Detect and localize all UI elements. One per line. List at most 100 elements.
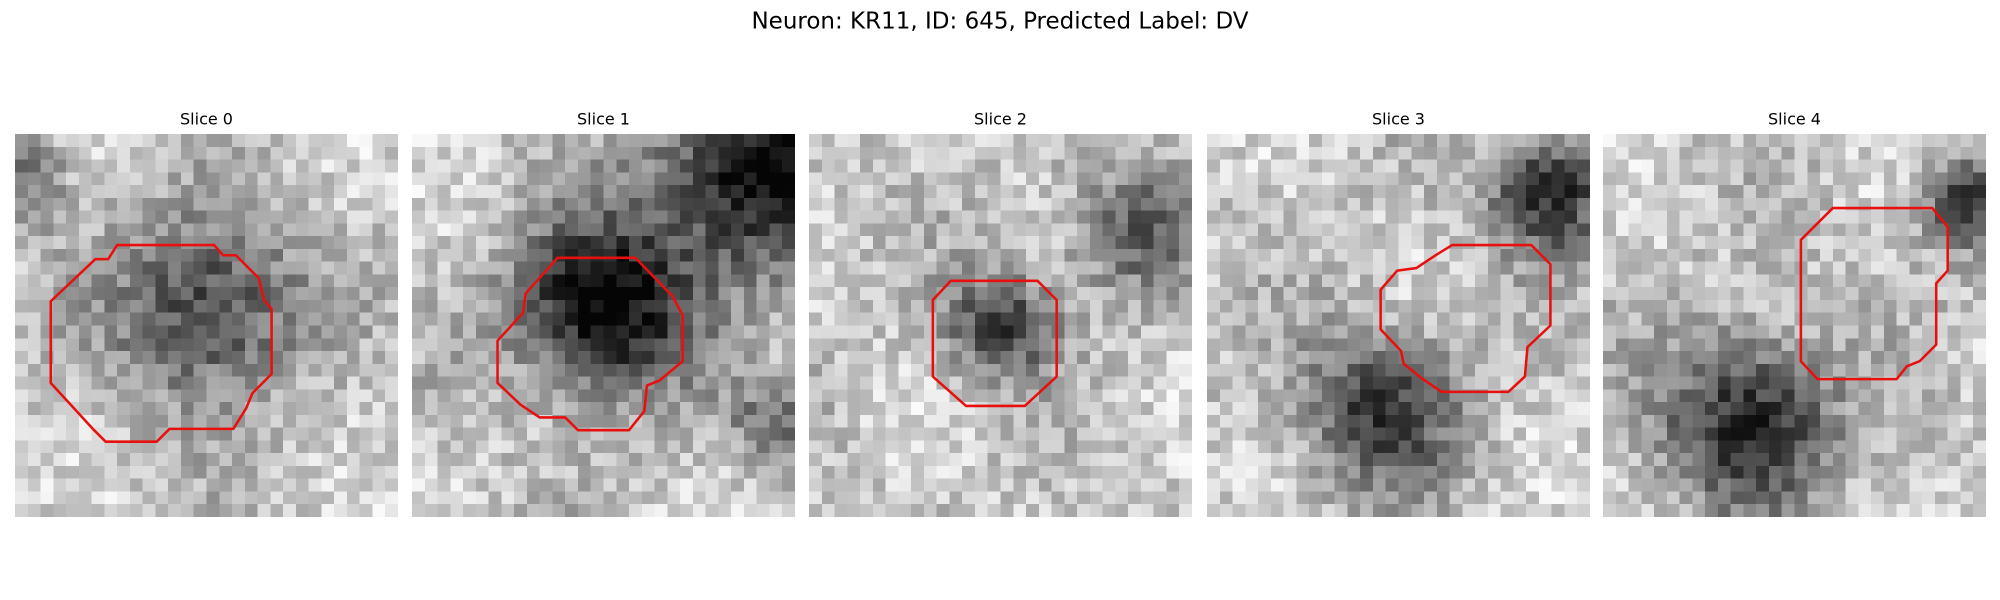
pixel [949, 453, 963, 467]
pixel [1960, 376, 1974, 390]
pixel [705, 504, 720, 517]
pixel [526, 338, 541, 352]
pixel [1973, 185, 1986, 199]
pixel [15, 185, 29, 199]
pixel [885, 172, 900, 186]
pixel [1128, 491, 1142, 505]
pixel [834, 248, 848, 263]
pixel [539, 172, 554, 186]
pixel [860, 504, 874, 517]
pixel [1219, 465, 1234, 480]
pixel [1628, 351, 1642, 365]
pixel [949, 427, 963, 442]
pixel [1973, 210, 1986, 225]
pixel [412, 248, 426, 263]
pixel [437, 440, 451, 454]
pixel [872, 376, 887, 390]
pixel [680, 402, 694, 416]
pixel [155, 223, 169, 237]
pixel [949, 248, 963, 263]
pixel [168, 376, 182, 390]
pixel [603, 223, 617, 237]
pixel [1858, 274, 1872, 288]
pixel [1207, 223, 1221, 237]
pixel [1360, 274, 1374, 288]
pixel [475, 274, 490, 288]
pixel [1538, 261, 1553, 276]
pixel [718, 287, 732, 301]
pixel [142, 274, 157, 288]
pixel [911, 440, 925, 454]
pixel [168, 363, 182, 378]
pixel [1909, 440, 1923, 454]
pixel [1360, 363, 1374, 378]
pixel [437, 236, 451, 250]
pixel [91, 287, 106, 301]
pixel [1411, 210, 1425, 225]
pixel [412, 146, 426, 161]
pixel [244, 376, 259, 390]
pixel [1615, 248, 1630, 263]
pixel [539, 325, 554, 339]
pixel [1128, 312, 1142, 327]
pixel [66, 185, 80, 199]
pixel [1615, 402, 1630, 416]
pixel [104, 376, 118, 390]
pixel [1179, 312, 1192, 327]
pixel [66, 338, 80, 352]
pixel [91, 236, 106, 250]
pixel [437, 159, 451, 173]
pixel [809, 299, 823, 314]
pixel [117, 325, 131, 339]
pixel [1781, 465, 1796, 480]
pixel [1115, 159, 1129, 173]
pixel [1947, 389, 1962, 403]
pixel [1449, 185, 1463, 199]
pixel [936, 248, 951, 263]
pixel [488, 427, 503, 442]
pixel [1513, 210, 1527, 225]
pixel [718, 440, 732, 454]
pixel [616, 197, 630, 212]
pixel [1334, 351, 1349, 365]
pixel [718, 478, 732, 493]
pixel [1128, 146, 1142, 161]
pixel [117, 223, 131, 237]
pixel [1475, 274, 1489, 288]
pixel [885, 402, 900, 416]
pixel [1679, 248, 1694, 263]
pixel [731, 134, 745, 148]
pixel [78, 351, 93, 365]
pixel [1398, 453, 1412, 467]
pixel [232, 376, 246, 390]
pixel [1820, 299, 1834, 314]
pixel [1207, 402, 1221, 416]
pixel [1717, 274, 1732, 288]
pixel [27, 427, 42, 442]
pixel [1820, 134, 1834, 148]
pixel [346, 453, 361, 467]
pixel [359, 440, 374, 454]
pixel [295, 351, 310, 365]
pixel [1845, 465, 1859, 480]
pixel [692, 376, 707, 390]
pixel [1398, 402, 1412, 416]
pixel [1424, 146, 1438, 161]
pixel [590, 185, 605, 199]
pixel [1064, 236, 1078, 250]
pixel [1128, 363, 1142, 378]
pixel [1038, 351, 1053, 365]
pixel [1513, 414, 1527, 429]
pixel [1309, 146, 1323, 161]
pixel [847, 236, 861, 250]
pixel [346, 185, 361, 199]
pixel [1077, 287, 1091, 301]
pixel [1166, 338, 1180, 352]
pixel [949, 478, 963, 493]
pixel [1705, 363, 1719, 378]
pixel [1385, 299, 1400, 314]
pixel [1270, 134, 1285, 148]
pixel [809, 376, 823, 390]
pixel [974, 414, 989, 429]
pixel [1487, 325, 1502, 339]
